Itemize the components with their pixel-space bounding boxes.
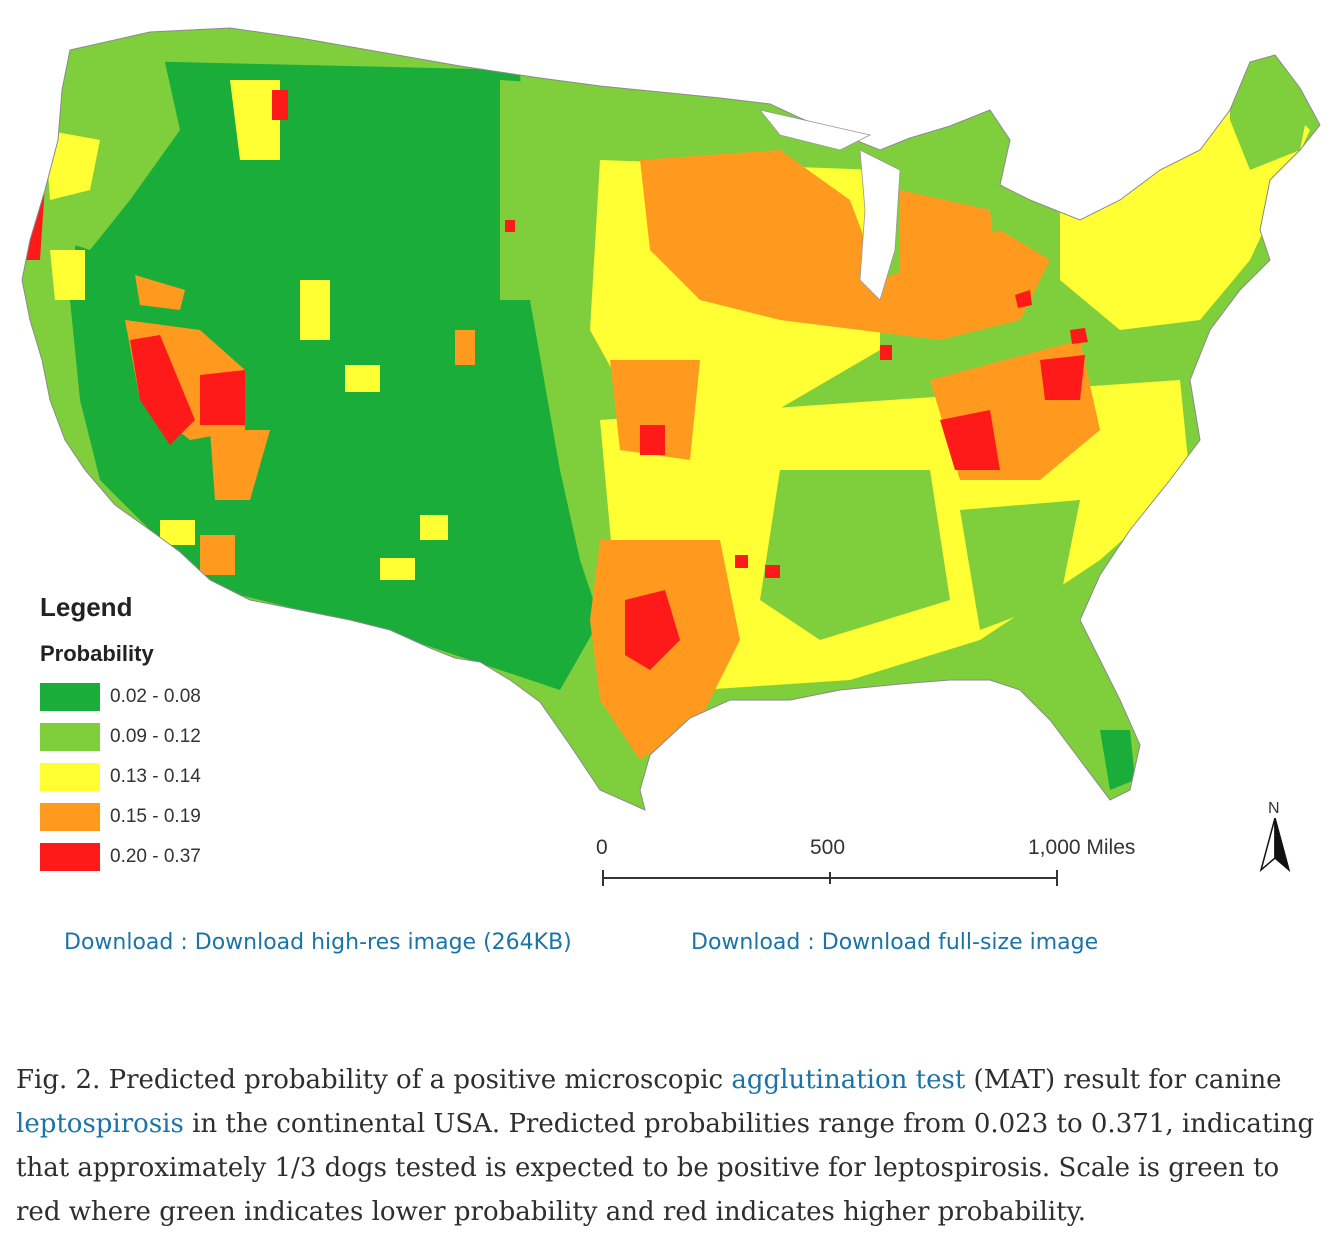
- legend-item: 0.15 - 0.19: [40, 797, 300, 837]
- legend-item: 0.09 - 0.12: [40, 717, 300, 757]
- legend-swatch: [40, 723, 100, 751]
- scale-tick-1000: 1,000 Miles: [1028, 836, 1136, 859]
- caption-middle: (MAT) result for canine: [965, 1065, 1282, 1095]
- download-links: Download : Download high-res image (264K…: [64, 930, 1264, 970]
- legend-label: 0.02 - 0.08: [110, 686, 201, 707]
- agglutination-test-link[interactable]: agglutination test: [731, 1065, 966, 1095]
- legend-swatch: [40, 843, 100, 871]
- legend-item: 0.13 - 0.14: [40, 757, 300, 797]
- download-full-size-link[interactable]: Download : Download full-size image: [691, 930, 1099, 955]
- map-legend: Legend Probability 0.02 - 0.08 0.09 - 0.…: [40, 592, 300, 877]
- legend-title: Legend: [40, 592, 133, 622]
- scale-tick-500: 500: [810, 836, 846, 859]
- legend-label: 0.13 - 0.14: [110, 766, 201, 787]
- legend-label: 0.09 - 0.12: [110, 726, 201, 747]
- lake-superior: [758, 109, 872, 151]
- north-label: N: [1268, 800, 1280, 817]
- legend-subtitle: Probability: [40, 641, 154, 666]
- country-outline: [21, 27, 1321, 811]
- legend-swatch: [40, 683, 100, 711]
- scale-tick-0: 0: [596, 836, 608, 859]
- caption-suffix: in the continental USA. Predicted probab…: [16, 1109, 1315, 1227]
- caption-prefix: Fig. 2. Predicted probability of a posit…: [16, 1065, 732, 1095]
- north-arrow-icon: N: [1255, 800, 1295, 880]
- legend-item: 0.20 - 0.37: [40, 837, 300, 877]
- lake-michigan: [859, 149, 901, 301]
- legend-label: 0.20 - 0.37: [110, 846, 201, 867]
- figure-caption: Fig. 2. Predicted probability of a posit…: [16, 1058, 1316, 1234]
- legend-swatch: [40, 803, 100, 831]
- usa-choropleth-map: [21, 27, 1321, 886]
- leptospirosis-link[interactable]: leptospirosis: [16, 1109, 184, 1139]
- legend-label: 0.15 - 0.19: [110, 806, 201, 827]
- download-high-res-link[interactable]: Download : Download high-res image (264K…: [64, 930, 572, 955]
- map-figure: 0 500 1,000 Miles N Legend Probability 0…: [21, 27, 1321, 886]
- legend-swatch: [40, 763, 100, 791]
- scale-bar: [602, 870, 1058, 886]
- legend-item: 0.02 - 0.08: [40, 677, 300, 717]
